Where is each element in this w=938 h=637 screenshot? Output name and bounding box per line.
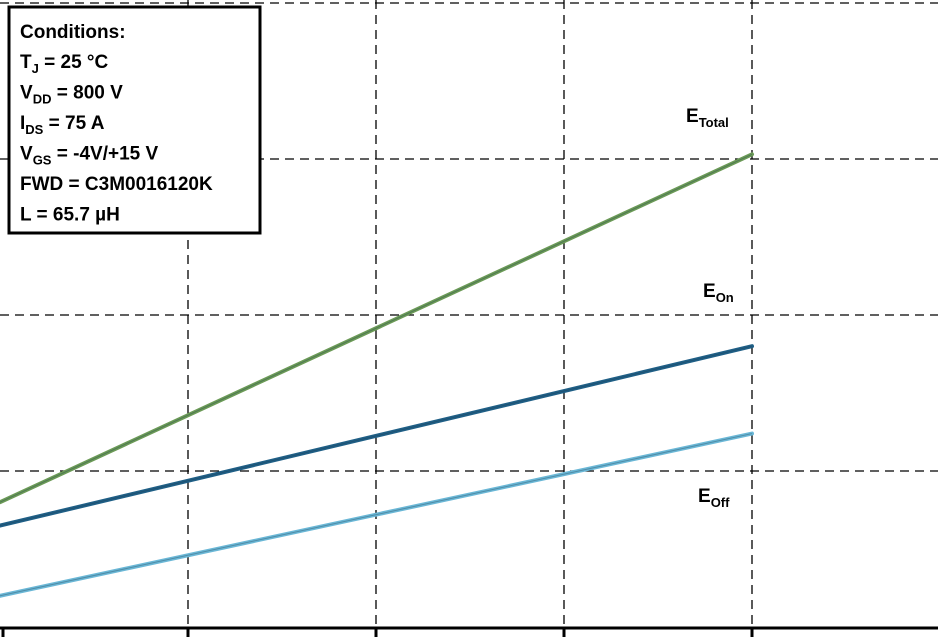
condition-line-0: TJ = 25 °C: [20, 52, 109, 76]
conditions-box: Conditions: TJ = 25 °C VDD = 800 V IDS = 7…: [7, 5, 262, 235]
series-line-total: [0, 152, 754, 505]
series-line-on: [0, 344, 754, 528]
conditions-frame: [7, 5, 262, 235]
condition-line-3: VGS = -4V/+15 V: [20, 144, 158, 168]
series-lines: [0, 152, 754, 598]
series-line-shadow-off: [0, 433, 753, 597]
series-line-shadow-total: [0, 153, 753, 503]
series-label-on: EOn: [703, 281, 734, 305]
series-label-off: EOff: [698, 486, 730, 510]
condition-line-1: VDD = 800 V: [20, 83, 123, 107]
condition-line-5: L = 65.7 µH: [20, 205, 120, 226]
conditions-lines: TJ = 25 °C VDD = 800 V IDS = 75 A VGS = -4V…: [20, 52, 213, 226]
series-line-shadow-on: [0, 345, 753, 527]
condition-line-2: IDS = 75 A: [20, 113, 105, 137]
series-line-off: [0, 431, 754, 598]
series-label-total: ETotal: [686, 106, 729, 130]
conditions-heading: Conditions:: [20, 22, 126, 43]
series-labels: ETotal EOn EOff: [686, 106, 734, 510]
x-axis: [0, 626, 938, 637]
condition-line-4: FWD = C3M0016120K: [20, 174, 213, 195]
